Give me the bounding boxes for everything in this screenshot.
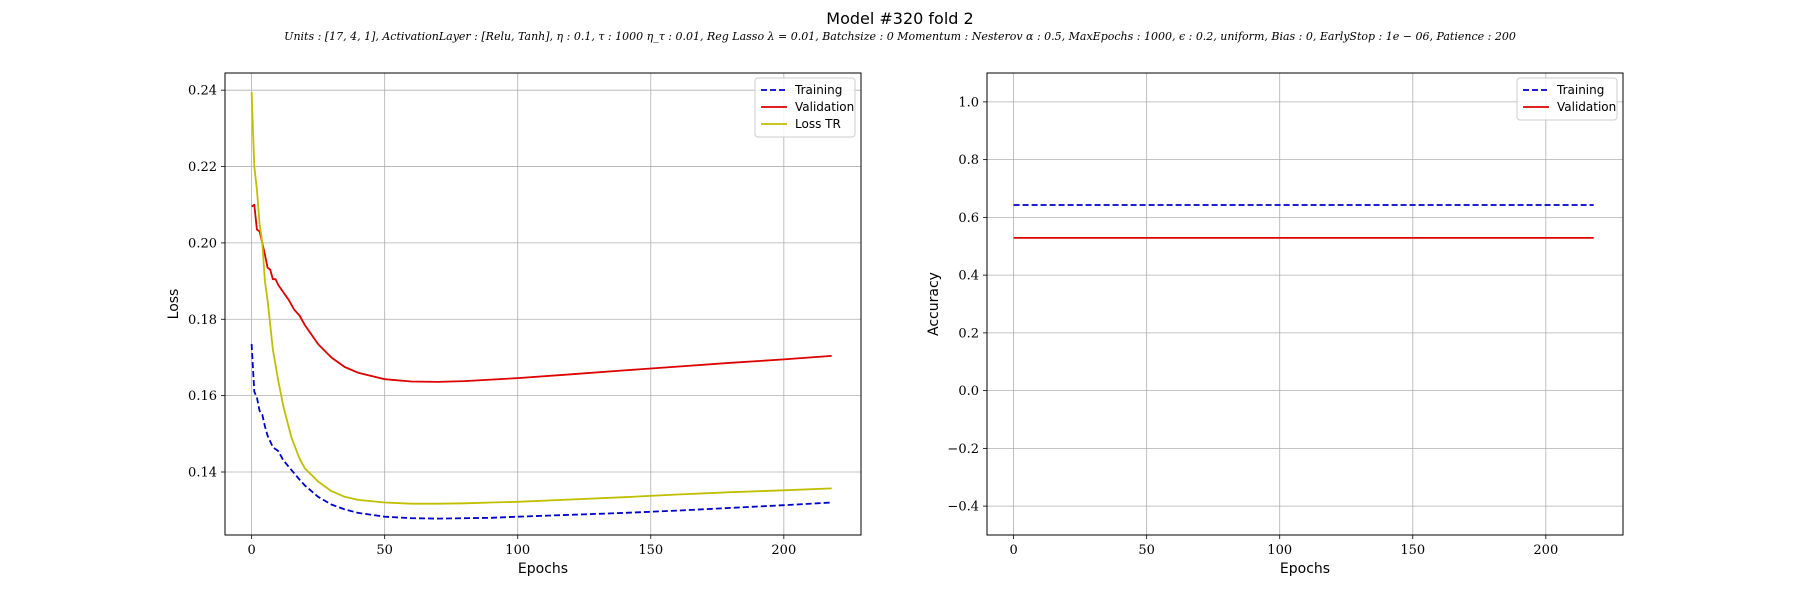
legend-box bbox=[754, 77, 856, 138]
legend-box bbox=[1516, 77, 1618, 121]
plot-frame bbox=[986, 72, 1624, 536]
x-tick-label: 150 bbox=[1400, 543, 1425, 558]
x-tick-label: 50 bbox=[376, 543, 393, 558]
y-tick-label: 0.6 bbox=[958, 211, 979, 226]
x-tick-label: 50 bbox=[1138, 543, 1155, 558]
figure-subtitle: Units : [17, 4, 1], ActivationLayer : [R… bbox=[284, 30, 1516, 43]
y-tick-label: 0.24 bbox=[188, 84, 217, 99]
chart-1: 0 50 100 150 200 0.14 0.16 0.18 0.20 0.22 0.24 Epoc… bbox=[166, 72, 862, 577]
chart-2: 0 50 100 150 200 −0.4 −0.2 0.0 0.2 0.4 0.6 0.8 1.0 Ep… bbox=[926, 72, 1624, 577]
x-tick-label: 200 bbox=[1533, 543, 1558, 558]
x-axis-label: Epochs bbox=[518, 561, 568, 577]
y-tick-label: −0.2 bbox=[947, 442, 979, 457]
x-tick-label: 150 bbox=[638, 543, 663, 558]
y-tick-label: 0.14 bbox=[188, 466, 217, 481]
legend-entry: Training bbox=[1556, 83, 1604, 97]
y-tick-label: 0.2 bbox=[958, 326, 979, 341]
x-tick-label: 100 bbox=[505, 543, 530, 558]
y-tick-label: 0.22 bbox=[188, 160, 217, 175]
y-tick-label: 0.18 bbox=[188, 313, 217, 328]
x-axis-label: Epochs bbox=[1280, 561, 1330, 577]
y-tick-label: −0.4 bbox=[947, 500, 979, 515]
legend: Training Validation bbox=[1516, 77, 1618, 121]
y-tick-label: 0.20 bbox=[188, 236, 217, 251]
y-tick-label: 0.4 bbox=[958, 269, 979, 284]
series-line-loss-tr bbox=[250, 92, 832, 505]
y-tick-label: 0.0 bbox=[958, 384, 979, 399]
legend: Training Validation Loss TR bbox=[754, 77, 856, 138]
legend-entry: Loss TR bbox=[795, 117, 841, 131]
figure-title: Model #320 fold 2 bbox=[826, 9, 974, 28]
x-tick-label: 200 bbox=[771, 543, 796, 558]
y-tick-label: 0.16 bbox=[188, 389, 217, 404]
x-tick-label: 100 bbox=[1267, 543, 1292, 558]
legend-entry: Validation bbox=[795, 100, 854, 114]
plot-frame bbox=[224, 72, 862, 536]
series-line-validation bbox=[251, 203, 832, 383]
legend-entry: Training bbox=[794, 83, 842, 97]
y-axis-label: Loss bbox=[166, 289, 182, 320]
y-tick-label: 0.8 bbox=[958, 153, 979, 168]
y-tick-label: 1.0 bbox=[958, 95, 979, 110]
y-axis-label: Accuracy bbox=[926, 272, 942, 336]
x-tick-label: 0 bbox=[1009, 543, 1017, 558]
x-tick-label: 0 bbox=[247, 543, 255, 558]
series-line-training bbox=[250, 344, 832, 520]
legend-entry: Validation bbox=[1557, 100, 1616, 114]
